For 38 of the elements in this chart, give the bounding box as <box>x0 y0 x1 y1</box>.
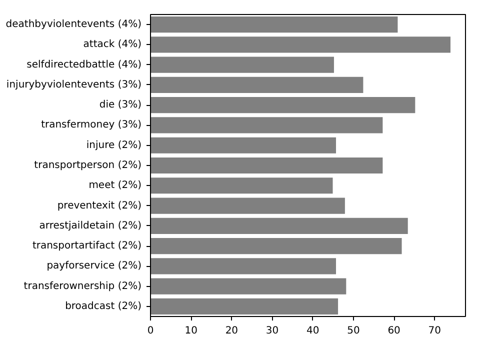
bar <box>150 278 346 294</box>
bar <box>150 56 334 73</box>
x-tick-label: 70 <box>428 326 442 336</box>
y-tick-label: transportartifact (2%) <box>32 240 142 252</box>
bar <box>150 198 345 214</box>
bar <box>150 36 450 53</box>
y-tick-label: transfermoney (3%) <box>41 120 142 131</box>
bar <box>150 218 408 234</box>
x-tick-label: 0 <box>147 326 154 336</box>
bar <box>150 97 416 114</box>
bar <box>150 16 398 33</box>
bar <box>150 157 383 174</box>
x-tick-label: 60 <box>388 326 400 336</box>
bar <box>150 117 383 134</box>
x-tick-label: 50 <box>347 326 360 336</box>
bar <box>150 178 333 194</box>
x-tick-label: 20 <box>225 326 238 336</box>
y-tick-label: die (3%) <box>99 100 142 111</box>
y-tick-label: deathbyviolentevents (4%) <box>6 19 142 30</box>
y-tick-label: transferownership (2%) <box>24 280 142 292</box>
y-tick-label: broadcast (2%) <box>65 300 142 312</box>
x-tick-label: 40 <box>306 326 320 336</box>
bar <box>150 238 402 254</box>
y-tick-label: transportperson (2%) <box>34 160 142 171</box>
x-tick-label: 10 <box>184 326 198 336</box>
y-tick-label: selfdirectedbattle (4%) <box>26 59 142 70</box>
y-tick-label: payforservice (2%) <box>46 260 142 272</box>
y-tick-label: meet (2%) <box>88 180 142 192</box>
y-tick-label: preventexit (2%) <box>57 200 142 212</box>
y-tick-label: arrestjaildetain (2%) <box>39 220 142 232</box>
y-tick-label: injurybyviolentevents (3%) <box>6 79 142 90</box>
y-tick-label: attack (4%) <box>83 39 142 50</box>
bar <box>150 76 364 94</box>
y-tick-label: injure (2%) <box>86 140 142 151</box>
bar <box>150 298 338 314</box>
x-tick-label: 30 <box>266 326 279 336</box>
bar <box>150 258 336 274</box>
bar <box>150 137 336 154</box>
